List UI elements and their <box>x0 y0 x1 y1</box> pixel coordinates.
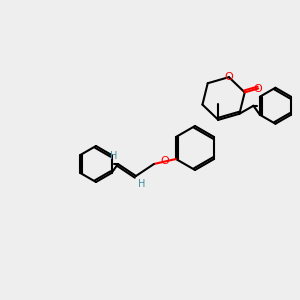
Text: H: H <box>110 151 118 161</box>
Text: O: O <box>160 157 169 166</box>
Text: H: H <box>138 179 146 189</box>
Text: O: O <box>254 83 262 94</box>
Text: O: O <box>224 72 233 82</box>
